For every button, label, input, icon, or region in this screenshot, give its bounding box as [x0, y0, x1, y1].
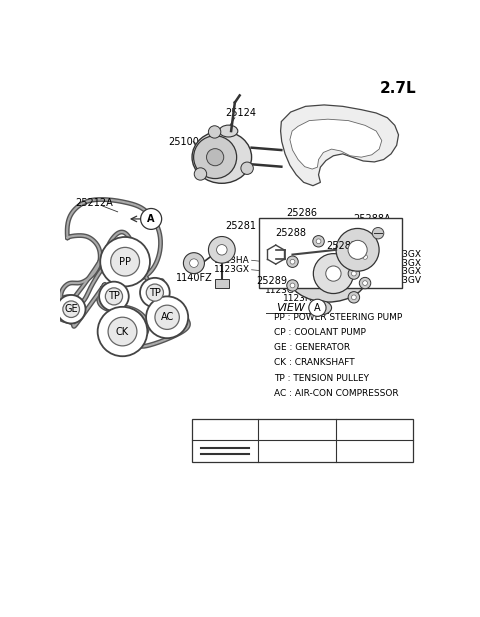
Circle shape — [141, 209, 162, 230]
Text: TP: TP — [149, 288, 161, 297]
Circle shape — [146, 296, 188, 338]
Text: PP : POWER STEERING PUMP: PP : POWER STEERING PUMP — [274, 313, 402, 322]
Ellipse shape — [309, 232, 332, 247]
Circle shape — [363, 281, 367, 286]
Circle shape — [63, 301, 80, 318]
Ellipse shape — [287, 245, 369, 302]
Circle shape — [99, 281, 129, 311]
Circle shape — [241, 162, 253, 175]
Circle shape — [316, 239, 321, 244]
Circle shape — [193, 136, 237, 178]
Text: 1123GX: 1123GX — [385, 259, 421, 268]
Text: GROUP NO: GROUP NO — [270, 426, 324, 435]
Circle shape — [155, 305, 180, 329]
Circle shape — [287, 280, 298, 291]
Circle shape — [287, 256, 298, 267]
Circle shape — [363, 255, 367, 259]
Circle shape — [105, 288, 122, 305]
Circle shape — [216, 244, 227, 255]
Circle shape — [348, 244, 360, 255]
Text: PNC: PNC — [364, 426, 385, 435]
Circle shape — [360, 251, 371, 263]
Circle shape — [290, 259, 295, 264]
Circle shape — [140, 278, 170, 307]
Circle shape — [336, 228, 379, 271]
PathPatch shape — [290, 119, 382, 169]
Text: AC : AIR-CON COMPRESSOR: AC : AIR-CON COMPRESSOR — [274, 389, 398, 398]
Circle shape — [206, 149, 224, 166]
Bar — [192, 420, 413, 462]
Circle shape — [348, 268, 360, 280]
Text: 1123GX: 1123GX — [385, 267, 421, 276]
Circle shape — [351, 271, 356, 276]
Circle shape — [316, 304, 321, 308]
Circle shape — [348, 292, 360, 303]
Text: 25281: 25281 — [226, 221, 256, 231]
PathPatch shape — [281, 105, 398, 186]
Circle shape — [208, 236, 235, 263]
Text: 25212A: 25212A — [358, 447, 392, 455]
Text: 1123GV: 1123GV — [385, 276, 421, 284]
Text: A: A — [314, 303, 321, 313]
Ellipse shape — [309, 300, 332, 315]
Text: AC: AC — [160, 312, 174, 322]
Circle shape — [208, 126, 221, 138]
Text: 25288A: 25288A — [354, 214, 391, 224]
FancyBboxPatch shape — [215, 280, 228, 288]
Text: 1123GV: 1123GV — [265, 286, 301, 295]
Circle shape — [313, 236, 324, 247]
Circle shape — [351, 295, 356, 300]
Text: 1123HA: 1123HA — [214, 256, 250, 265]
Text: GE: GE — [64, 304, 78, 314]
Text: 1123GX: 1123GX — [385, 250, 421, 259]
Text: TP : TENSION PULLEY: TP : TENSION PULLEY — [274, 374, 369, 383]
Circle shape — [360, 278, 371, 289]
Circle shape — [146, 284, 164, 301]
Circle shape — [309, 299, 326, 317]
Text: CK: CK — [116, 326, 129, 336]
Circle shape — [194, 168, 207, 180]
Circle shape — [326, 266, 341, 281]
Circle shape — [111, 247, 140, 276]
Circle shape — [108, 317, 137, 346]
Text: 1140FZ: 1140FZ — [176, 273, 212, 283]
Text: CK : CRANKSHAFT: CK : CRANKSHAFT — [274, 358, 355, 367]
Text: 25289: 25289 — [256, 276, 288, 286]
Text: GE : GENERATOR: GE : GENERATOR — [274, 343, 350, 352]
Text: A: A — [147, 214, 155, 224]
Text: 1123HC: 1123HC — [283, 294, 319, 303]
Circle shape — [97, 307, 147, 356]
Bar — [259, 218, 402, 288]
Text: 25100: 25100 — [168, 136, 199, 146]
Text: 1123GX: 1123GX — [214, 265, 250, 275]
Text: TP: TP — [108, 291, 120, 301]
Text: PP: PP — [119, 257, 131, 267]
Text: 25287: 25287 — [326, 241, 358, 251]
Circle shape — [313, 300, 324, 312]
Circle shape — [313, 254, 353, 294]
Circle shape — [57, 295, 85, 323]
Circle shape — [183, 253, 204, 273]
Circle shape — [351, 247, 356, 252]
Text: 25286: 25286 — [286, 208, 317, 218]
Circle shape — [190, 259, 198, 267]
Text: VIEW: VIEW — [276, 303, 305, 313]
Circle shape — [348, 240, 367, 259]
Ellipse shape — [219, 125, 238, 137]
Ellipse shape — [192, 131, 252, 183]
Circle shape — [100, 237, 150, 286]
Text: 25-251: 25-251 — [281, 447, 313, 455]
Text: 2.7L: 2.7L — [380, 81, 417, 96]
Circle shape — [290, 283, 295, 288]
Text: 25124: 25124 — [225, 109, 256, 118]
Text: 25288: 25288 — [275, 228, 306, 238]
Circle shape — [372, 228, 384, 239]
Text: 25212A: 25212A — [75, 198, 113, 209]
Text: CP : COOLANT PUMP: CP : COOLANT PUMP — [274, 328, 366, 337]
